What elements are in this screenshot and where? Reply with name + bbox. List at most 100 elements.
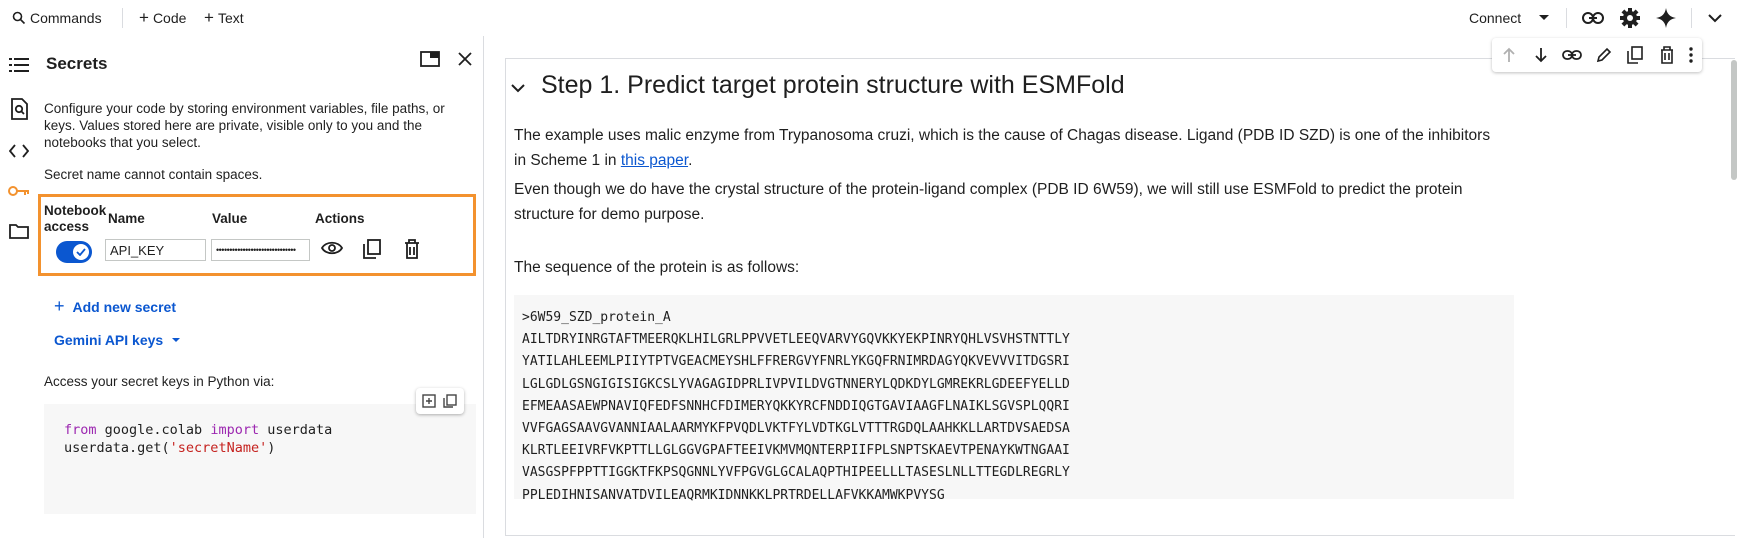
move-cell-up-button[interactable] [1499, 45, 1519, 65]
secrets-table: Notebook access Name Value Actions API_K… [38, 194, 476, 276]
sequence-line: YATILAHLEEMLPIIYTPTVGEACMEYSHLFFRERGVYFN… [522, 354, 1070, 370]
code-text: userdata.get( [64, 440, 170, 456]
close-panel-button[interactable] [457, 51, 473, 72]
chevron-down-icon [1708, 13, 1722, 23]
sequence-line: AILTDRYINRGTAFTMEERQKLHILGRLPPVVETLEEQVA… [522, 332, 1070, 348]
code-text: userdata [259, 422, 333, 438]
sequence-line: VASGSPFPPTTIGGKTFKPSQGNNLYVFPGVGLGCALAQP… [522, 465, 1070, 481]
left-icon-rail [0, 36, 38, 538]
sequence-line: >6W59_SZD_protein_A [522, 310, 671, 325]
link-icon [1562, 49, 1582, 61]
add-new-secret-label: Add new secret [72, 298, 176, 315]
copy-cell-link-button[interactable] [1562, 45, 1582, 65]
code-line-2: userdata.get('secretName') [64, 439, 275, 457]
insert-snippet-button[interactable] [422, 394, 436, 413]
snippet-actions [416, 388, 464, 414]
table-of-contents-button[interactable] [6, 52, 32, 78]
code-brackets-icon [9, 144, 29, 158]
connect-label: Connect [1469, 10, 1522, 26]
connect-dropdown-button[interactable] [1538, 0, 1550, 36]
cell-toolbar [1492, 38, 1702, 72]
mirror-cell-button[interactable] [1625, 45, 1645, 65]
panel-description-line: keys. Values stored here are private, vi… [44, 118, 422, 133]
collapse-toolbar-button[interactable] [1708, 0, 1722, 36]
eye-icon [321, 240, 343, 256]
header-notebook-access: Notebook access [44, 203, 106, 235]
arrow-up-icon [1502, 47, 1516, 63]
find-replace-button[interactable] [6, 96, 32, 122]
add-code-label: Code [152, 10, 187, 26]
gemini-button[interactable] [1655, 0, 1677, 36]
paragraph-2: Even though we do have the crystal struc… [514, 177, 1534, 227]
copy-secret-button[interactable] [363, 239, 381, 264]
main-scrollbar[interactable] [1731, 60, 1737, 180]
sequence-line: KLRTLEEIVRFVKPTTLLGLGGVGPAFTEEIVKMVMQNTE… [522, 443, 1070, 459]
gemini-api-keys-dropdown[interactable]: Gemini API keys [54, 332, 181, 348]
top-toolbar: Commands + Code + Text Connect [0, 0, 1738, 36]
arrow-down-icon [1534, 47, 1548, 63]
panel-description-line: notebooks that you select. [44, 135, 201, 150]
move-cell-down-button[interactable] [1531, 45, 1551, 65]
plus-icon: + [204, 8, 214, 27]
code-keyword: import [210, 422, 260, 438]
delete-secret-button[interactable] [404, 239, 420, 264]
paragraph-1-line-1: The example uses malic enzyme from Trypa… [514, 127, 1491, 144]
header-notebook-access-line2: access [44, 219, 90, 234]
add-code-button[interactable]: + Code [139, 0, 186, 36]
gear-icon [1619, 7, 1641, 29]
delete-cell-button[interactable] [1657, 45, 1677, 65]
access-secrets-label: Access your secret keys in Python via: [44, 374, 275, 389]
more-options-button[interactable] [1684, 45, 1698, 65]
caret-down-icon [171, 337, 181, 343]
secret-value-input[interactable]: •••••••••••••••••••••••••••••• [211, 239, 310, 261]
trash-icon [404, 239, 420, 259]
code-snippets-button[interactable] [6, 138, 32, 164]
panel-title: Secrets [46, 54, 108, 73]
search-icon [12, 11, 26, 25]
list-icon [9, 57, 29, 73]
copy-icon [363, 239, 381, 259]
text: . [688, 152, 693, 169]
plus-icon: + [139, 8, 149, 27]
collapse-section-button[interactable] [511, 80, 525, 98]
commands-button[interactable]: Commands [12, 0, 102, 36]
trash-icon [1660, 46, 1674, 64]
find-in-page-icon [10, 98, 28, 120]
paragraph-3: The sequence of the protein is as follow… [514, 259, 800, 276]
share-link-button[interactable] [1582, 0, 1604, 36]
secrets-button[interactable] [6, 178, 32, 204]
pencil-icon [1596, 47, 1612, 63]
secret-name-input[interactable]: API_KEY [105, 239, 206, 261]
add-new-secret-button[interactable]: + Add new secret [54, 296, 176, 317]
commands-label: Commands [30, 10, 102, 26]
code-keyword: from [64, 422, 97, 438]
text: in Scheme 1 in [514, 152, 621, 169]
settings-button[interactable] [1619, 0, 1641, 36]
sequence-line: VVFGAGSAAVGVANNIAALAARMYKFPVQDLVKTFYLVDT… [522, 421, 1070, 437]
close-icon [457, 51, 473, 67]
plus-icon: + [54, 296, 65, 316]
code-text: google.colab [96, 422, 211, 438]
section-heading: Step 1. Predict target protein structure… [541, 71, 1125, 99]
paragraph-2-line-2: structure for demo purpose. [514, 206, 705, 223]
add-to-notebook-icon [422, 394, 436, 408]
open-in-window-icon [420, 51, 440, 67]
caret-down-icon [1538, 14, 1550, 22]
sequence-line: EFMEAASAEWPNAVIQFEDFSNNHCFDIMERYQKKYRCFN… [522, 398, 1070, 414]
notebook-access-toggle[interactable] [56, 241, 92, 263]
header-notebook-access-line1: Notebook [44, 203, 107, 218]
open-in-tab-button[interactable] [420, 51, 440, 72]
key-icon [8, 185, 30, 197]
copy-snippet-button[interactable] [443, 394, 457, 413]
connect-button[interactable]: Connect [1469, 0, 1521, 36]
toolbar-divider [1566, 8, 1567, 28]
add-text-button[interactable]: + Text [204, 0, 244, 36]
code-string: 'secretName' [169, 440, 268, 456]
notebook-cell[interactable]: Step 1. Predict target protein structure… [505, 58, 1735, 536]
edit-cell-button[interactable] [1594, 45, 1614, 65]
toggle-visibility-button[interactable] [321, 240, 343, 261]
files-button[interactable] [6, 218, 32, 244]
sparkle-icon [1655, 7, 1677, 29]
paper-link[interactable]: this paper [620, 152, 689, 169]
code-text: ) [267, 440, 276, 456]
